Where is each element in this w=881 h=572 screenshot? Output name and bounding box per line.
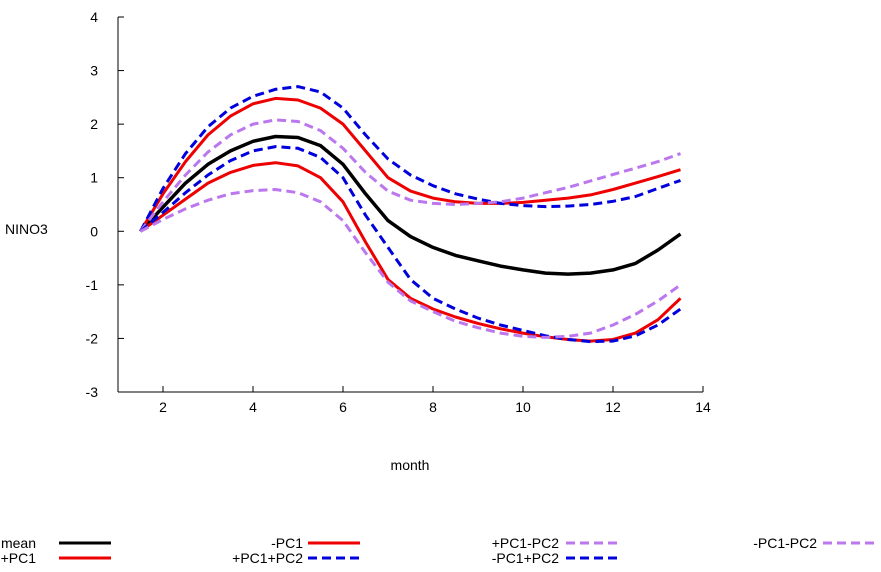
y-tick-label: -2 xyxy=(86,330,99,346)
series-line--PC1-PC2 xyxy=(139,188,682,339)
legend-label: -PC1 xyxy=(271,535,303,551)
y-tick-label: 2 xyxy=(90,116,98,132)
y-tick-label: 4 xyxy=(90,9,98,25)
legend-label: -PC1+PC2 xyxy=(492,550,560,566)
legend: mean+PC1 -PC1+PC1+PC2 +PC1-PC2-PC1+PC2 -PC1… xyxy=(1,535,875,566)
x-tick-label: 6 xyxy=(339,399,347,415)
x-tick-label: 12 xyxy=(605,399,621,415)
series-lines xyxy=(139,85,682,344)
series-line-+PC1+PC2 xyxy=(139,85,682,232)
legend-label: -PC1-PC2 xyxy=(753,535,817,551)
y-tick-label: 1 xyxy=(90,170,98,186)
series-line-mean xyxy=(139,134,682,276)
y-tick-label: -1 xyxy=(86,277,99,293)
x-tick-label: 8 xyxy=(429,399,437,415)
x-axis-label: month xyxy=(391,457,430,473)
legend-label: +PC1+PC2 xyxy=(232,550,303,566)
x-tick-label: 4 xyxy=(249,399,257,415)
y-axis-label: NINO3 xyxy=(5,221,48,237)
legend-label: mean xyxy=(1,535,36,551)
series-line--PC1 xyxy=(139,161,682,343)
series-line-+PC1-PC2 xyxy=(139,118,682,233)
y-tick-label: 3 xyxy=(90,63,98,79)
x-tick-label: 2 xyxy=(159,399,167,415)
legend-label: +PC1 xyxy=(1,550,37,566)
x-tick-label: 10 xyxy=(515,399,531,415)
x-tick-label: 14 xyxy=(695,399,711,415)
series-line--PC1+PC2 xyxy=(139,145,682,344)
y-tick-label: -3 xyxy=(86,384,99,400)
legend-label: +PC1-PC2 xyxy=(492,535,560,551)
y-tick-label: 0 xyxy=(90,223,98,239)
series-line-+PC1 xyxy=(139,96,681,233)
